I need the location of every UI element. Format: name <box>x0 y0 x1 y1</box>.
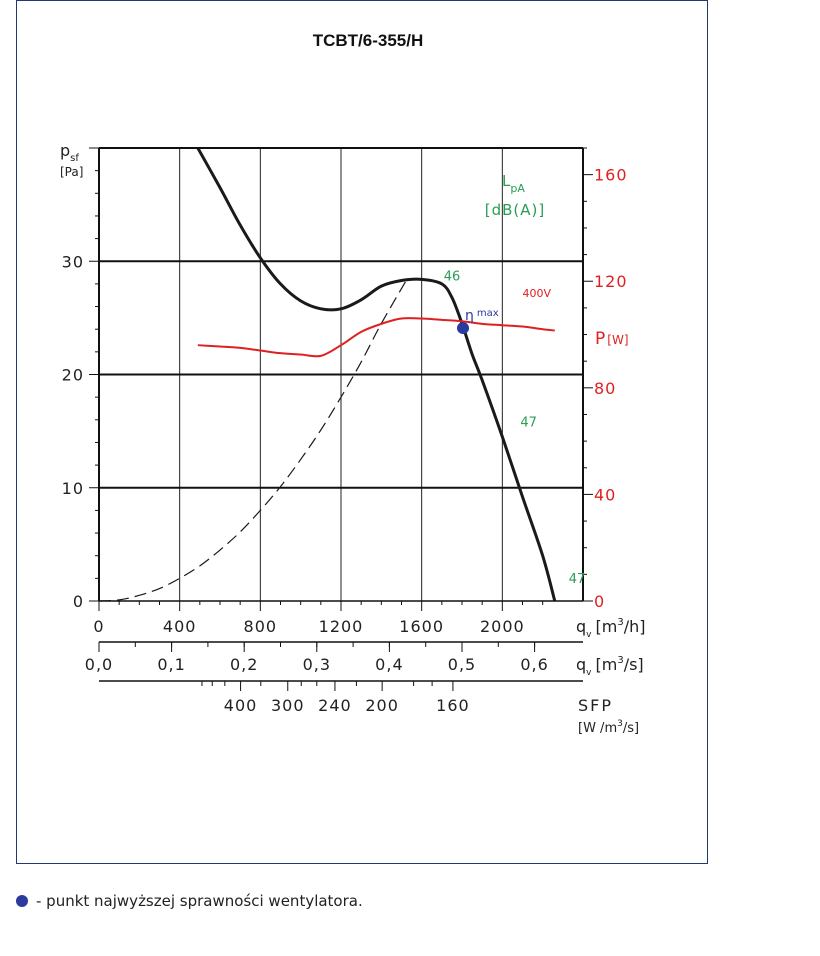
y-left-tick-label: 20 <box>62 366 84 385</box>
y-left-tick-label: 10 <box>62 479 84 498</box>
x-flow-h-tick-label: 1600 <box>399 617 444 636</box>
x-flow-h-tick-label: 2000 <box>480 617 525 636</box>
chart-annotations: 400V 46 47 47 η max <box>444 270 586 587</box>
x-sfp-tick-label: 400 <box>224 696 258 715</box>
eta-sub: max <box>477 308 499 319</box>
x-flow-s-label: qv [m3/s] <box>576 655 644 678</box>
lpa-value: 47 <box>569 572 586 587</box>
y-right-tick-label: 160 <box>594 166 628 185</box>
y-left-unit: [Pa] <box>60 165 83 179</box>
fan-performance-chart: TCBT/6-355/H psf [Pa] P [W] LpA [dB(A)] 0… <box>60 31 645 736</box>
x-sfp-label: SFP <box>578 696 613 715</box>
x-sfp-tick-label: 240 <box>318 696 352 715</box>
series-power-name: 400V <box>523 287 552 300</box>
x-flow-h-tick-label: 800 <box>244 617 278 636</box>
chart-frame <box>16 0 708 864</box>
y-right-tick-label: 80 <box>594 379 616 398</box>
y-right-label: P [W] <box>595 329 629 349</box>
x-flow-h-label: qv [m3/h] <box>576 617 645 640</box>
x-flow-s-tick-label: 0,5 <box>448 655 476 674</box>
y-left-tick-label: 0 <box>73 592 84 611</box>
x-sfp-tick-label: 300 <box>271 696 305 715</box>
x-flow-s-tick-label: 0,0 <box>85 655 113 674</box>
x-sfp-tick-label: 160 <box>436 696 470 715</box>
y-left-label: psf <box>60 141 79 164</box>
lpa-value: 47 <box>520 416 537 431</box>
series-power-line <box>197 317 555 358</box>
chart-title: TCBT/6-355/H <box>313 31 424 50</box>
x-flow-s-tick-label: 0,2 <box>230 655 258 674</box>
x-flow-s-tick-label: 0,6 <box>520 655 548 674</box>
eta-symbol: η <box>465 308 474 324</box>
series-pressure-line <box>196 147 557 602</box>
lpa-label: LpA <box>502 172 525 195</box>
x-flow-h-tick-label: 400 <box>163 617 197 636</box>
series-layer <box>98 147 557 602</box>
x-flow-h-tick-label: 1200 <box>319 617 364 636</box>
y-right-tick-label: 0 <box>594 592 605 611</box>
x-flow-s-tick-label: 0,4 <box>375 655 403 674</box>
lpa-value: 46 <box>444 270 461 285</box>
eta-max-point <box>457 322 470 335</box>
y-left-tick-label: 30 <box>62 252 84 271</box>
y-right-tick-label: 120 <box>594 272 628 291</box>
eta-max-dot-icon <box>16 895 28 907</box>
eta-max-label: η max <box>465 308 499 324</box>
legend-text: - punkt najwyższej sprawności wentylator… <box>36 892 363 910</box>
legend: - punkt najwyższej sprawności wentylator… <box>16 892 363 910</box>
series-system-line <box>98 277 409 602</box>
chart-grid <box>99 148 583 601</box>
x-flow-h-tick-label: 0 <box>93 617 104 636</box>
x-flow-s-tick-label: 0,3 <box>303 655 331 674</box>
x-sfp-unit: [W /m3/s] <box>578 719 639 736</box>
lpa-unit: [dB(A)] <box>485 201 545 219</box>
x-sfp-tick-label: 200 <box>365 696 399 715</box>
y-right-tick-label: 40 <box>594 485 616 504</box>
x-flow-s-tick-label: 0,1 <box>157 655 185 674</box>
